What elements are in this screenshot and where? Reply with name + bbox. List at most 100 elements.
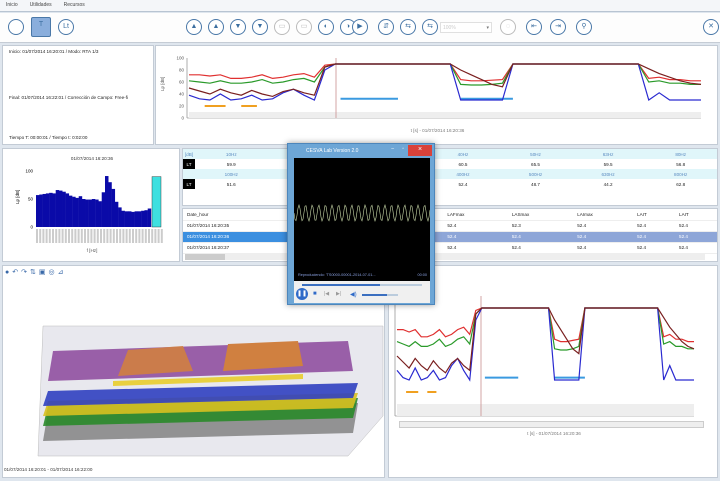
play-button[interactable]: ▶ (352, 19, 368, 35)
x-tick-label (135, 229, 138, 243)
waveform-display: Reproduciendo: 'TS0000-00001-2014-07-01.… (293, 158, 431, 281)
axis-icon[interactable]: ⊿ (57, 269, 67, 276)
maximize-button[interactable]: ▫ (402, 146, 404, 152)
start-info: Inicio: 01/07/2014 16:20:01 / Modo: RTA … (9, 49, 99, 54)
horizontal-scrollbar[interactable] (185, 254, 705, 260)
vertical-split-button[interactable]: ⇵ (378, 19, 394, 35)
row-label: LT (183, 179, 195, 189)
table-row[interactable]: 01/07/2014 16:20:3500:00:0152.452.352.45… (183, 220, 717, 232)
spectrum-bar (144, 210, 148, 227)
3d-toolbar: ●↶↷⇅▣◎⊿ (5, 268, 66, 276)
mode-lt-button[interactable]: Lt (58, 19, 74, 35)
y-tick-label: 60 (179, 80, 185, 85)
x-tick-label (106, 229, 109, 243)
table-row[interactable]: 01/07/2014 16:20:3700:00:0152.452.452.45… (183, 242, 717, 254)
end-info: Final: 01/07/2014 16:22:01 / Corrección … (9, 95, 128, 100)
close-button[interactable]: × (408, 145, 432, 156)
volume-icon[interactable]: ◀) (350, 292, 357, 298)
cell: 52.4 (675, 242, 717, 254)
stop-button[interactable]: ■ (313, 291, 317, 297)
bottom-chart-xlabel: t [s] - 01/07/2014 16:20:36 (527, 431, 581, 436)
redo-icon[interactable]: ↷ (21, 269, 30, 276)
x-tick-label (90, 229, 93, 243)
column-header[interactable]: LAImax (573, 209, 634, 221)
top-chart-xlabel: t [s] - 01/07/2014 16:20:36 (410, 128, 465, 133)
surface-layer (118, 346, 193, 376)
disabled-button-1[interactable]: ▭ (274, 19, 290, 35)
x-tick-label (96, 229, 99, 243)
spectrum-bar-chart[interactable]: 100 50 0 Lp [dB] (3, 149, 181, 263)
rotate-icon[interactable]: ◎ (48, 269, 58, 276)
series-brown (188, 63, 702, 98)
frequency-table: [dB]10Hz12.5Hz31.5Hz40Hz50Hz63Hz80HzLT59… (183, 149, 717, 189)
pause-button[interactable]: ❚❚ (296, 288, 308, 300)
3d-spectrogram[interactable] (3, 266, 386, 479)
x-tick-label (39, 229, 42, 243)
x-tick-label (151, 229, 154, 243)
left-cursor-button[interactable]: ◐ (318, 19, 334, 35)
waveform (293, 203, 431, 223)
x-tick-label (116, 229, 118, 243)
mode-1-button[interactable] (8, 19, 24, 35)
table-row[interactable]: 01/07/2014 16:20:3600:00:0152.452.452.45… (183, 231, 717, 243)
column-header[interactable]: LAIT (633, 209, 676, 221)
mode-t-button[interactable]: T (31, 17, 51, 37)
settings-button[interactable]: ⚲ (576, 19, 592, 35)
minimize-button[interactable]: – (391, 146, 394, 152)
spectrum-panel: 01/07/2014 16:20:36 100 50 0 Lp [dB] f [Hz] (2, 148, 180, 262)
seek-bar[interactable] (302, 284, 422, 286)
globe-icon[interactable]: ● (5, 269, 13, 276)
bottom-chart-panel: t [s] - 01/07/2014 16:20:36 (388, 265, 718, 478)
x-tick-label (68, 229, 70, 243)
swap-right-button[interactable]: ⇆ (422, 19, 438, 35)
down-left-button[interactable]: ▼ (230, 19, 246, 35)
column-header[interactable]: LASmax (507, 209, 574, 221)
go-end-button[interactable]: ⇥ (550, 19, 566, 35)
top-time-chart[interactable]: 100 80 60 40 20 0 Lp [dB] (156, 46, 719, 146)
go-start-button[interactable]: ⇤ (526, 19, 542, 35)
spectrum-title: 01/07/2014 16:20:36 (70, 156, 114, 161)
x-tick-label (125, 229, 128, 243)
cell: 51.6 (226, 181, 236, 187)
spectrum-bar (65, 193, 70, 227)
cell: 60.5 (458, 161, 468, 167)
x-tick-label (61, 229, 64, 243)
x-tick-label (141, 229, 144, 243)
chart-scrollbar[interactable] (399, 421, 704, 428)
info-panel: Inicio: 01/07/2014 16:20:01 / Modo: RTA … (2, 45, 154, 145)
undo-icon[interactable]: ↶ (12, 269, 22, 276)
close-view-button[interactable]: ✕ (703, 19, 719, 35)
up-button[interactable]: ▲ (208, 19, 224, 35)
disabled-button-3[interactable]: ◌ (500, 19, 516, 35)
disabled-button-2[interactable]: ▭ (296, 19, 312, 35)
x-tick-label (42, 229, 45, 243)
cell: 52.4 (507, 242, 574, 254)
sort-icon[interactable]: ⇅ (29, 269, 39, 276)
up-left-button[interactable]: ▲ (186, 19, 202, 35)
menu-recursos[interactable]: Recursos (63, 2, 85, 8)
row-label: LT (183, 159, 195, 169)
down-button[interactable]: ▼ (252, 19, 268, 35)
column-header[interactable]: Date_hour (183, 209, 325, 221)
swap-left-button[interactable]: ⇆ (400, 19, 416, 35)
series-red (189, 63, 701, 82)
x-tick-label (122, 229, 125, 243)
next-button[interactable]: ▶| (336, 291, 342, 297)
bottom-time-chart[interactable] (389, 266, 719, 479)
spectrum-bar (78, 196, 83, 227)
band-header-row: [dB]10Hz12.5Hz31.5Hz40Hz50Hz63Hz80Hz (183, 149, 717, 159)
column-header[interactable]: LAIT (675, 209, 717, 221)
row-label (183, 169, 195, 179)
view-icon[interactable]: ▣ (38, 269, 49, 276)
volume-slider[interactable] (362, 294, 398, 296)
zoom-combo[interactable]: 100% ▾ (440, 22, 492, 33)
menu-inicio[interactable]: Inicio (6, 2, 18, 8)
previous-button[interactable]: |◀ (324, 291, 330, 297)
x-tick-label (48, 229, 51, 243)
cell: 40Hz (426, 149, 500, 159)
column-header[interactable]: LAFmax (443, 209, 508, 221)
menu-utilidades[interactable]: Utilidades (29, 2, 52, 8)
x-tick-label (55, 229, 58, 243)
